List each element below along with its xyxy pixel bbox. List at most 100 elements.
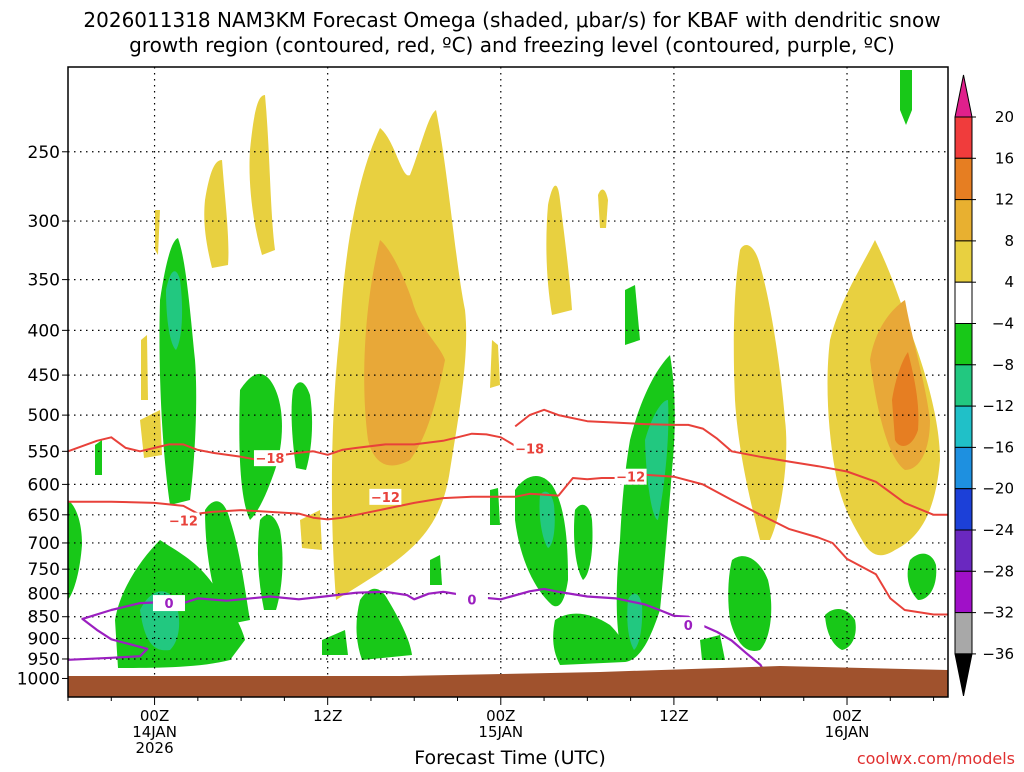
chart-title-line-1: 2026011318 NAM3KM Forecast Omega (shaded… [83,8,940,32]
omega-area-green [553,613,627,665]
omega-area-teal [539,491,555,548]
omega-area-orange [364,240,445,466]
omega-area-teal [645,400,669,520]
omega-area-yellow [204,160,229,268]
colorbar-label: −4 [992,315,1014,333]
omega-area-green [205,501,250,625]
omega-area-green [900,70,912,125]
dgz-contour-label-bg [253,450,286,467]
freezing-level-contour-label-bg [152,595,185,612]
omega-area-green [728,556,772,651]
colorbar-segment [954,612,973,655]
freezing-level-contour [68,587,769,680]
freezing-level-contour-label: 0 [684,619,693,634]
colorbar-segment [954,157,973,201]
y-tick-label: 350 [28,271,60,291]
omega-area-yellow [546,185,572,315]
dgz-contour-label-bg [614,468,647,485]
freezing-level-contour-label-bg [455,591,488,608]
omega-area-green [257,514,283,610]
omega-area-green [430,555,442,585]
freezing-level-contour-label: 0 [164,597,173,612]
colorbar-label: −16 [982,438,1014,456]
colorbar-segment [954,446,973,490]
colorbar-label: 4 [1004,273,1014,291]
dgz-contour-label: −18 [255,452,284,467]
omega-area-yellow [598,189,608,228]
colorbar-segment [954,116,973,159]
y-tick-label: 500 [28,406,60,426]
omega-area-yellow [733,245,787,540]
colorbar-top-triangle [954,74,973,118]
colorbar-label: 20 [995,108,1014,126]
colorbar-segment [954,488,973,531]
dgz-contour-label-bg [513,440,546,457]
plot-frame [67,66,949,698]
omega-area-yellow [141,335,148,400]
omega-area-green [490,488,500,525]
colorbar-label: 8 [1004,232,1014,250]
x-tick-label: 14JAN [132,723,177,741]
x-axis-title: Forecast Time (UTC) [414,747,605,768]
colorbar-label: 12 [995,191,1014,209]
chart-contours: −18 −18 −12 −12 −12 0 0 0 [68,408,948,680]
colorbar-label: −36 [982,645,1014,663]
omega-area-green [239,373,282,520]
y-tick-label: 450 [28,366,60,386]
dgz-contour-label-bg [167,512,200,529]
omega-area-green [356,588,412,660]
freezing-level-contour-label-bg [672,617,705,634]
dgz-contour-label: −18 [515,443,544,458]
y-tick-label: 250 [28,143,60,163]
x-tick-label: 00Z [140,707,169,725]
omega-area-green [700,635,725,660]
y-axis: 2503003504004505005506006507007508008509… [17,143,68,689]
colorbar-label: −32 [982,604,1014,622]
y-tick-label: 700 [28,534,60,554]
y-tick-label: 550 [28,442,60,462]
omega-area-yellow [490,340,500,388]
y-tick-label: 300 [28,212,60,232]
omega-area-yellow [140,410,162,458]
colorbar-label: −12 [982,397,1014,415]
y-tick-label: 400 [28,321,60,341]
omega-area-green [291,382,313,470]
dgz-contour-label: −12 [616,471,645,486]
omega-area-darkorange [892,352,919,446]
colorbar-segment [954,281,973,325]
omega-negative-areas [68,70,937,668]
y-tick-label: 850 [28,608,60,628]
chart-title-line-2: growth region (contoured, red, ºC) and f… [129,33,895,57]
dgz-contour-label-bg [369,488,402,505]
x-tick-label: 15JAN [478,723,523,741]
omega-area-teal [627,593,643,650]
colorbar-segment [954,364,973,407]
colorbar-segment [954,323,973,366]
omega-area-yellow [300,510,322,550]
y-tick-label: 750 [28,560,60,580]
freezing-level-contour-label: 0 [467,593,476,608]
omega-area-green [907,553,937,600]
omega-area-green [625,285,640,345]
colorbar-label: −8 [992,356,1014,374]
colorbar-segment [954,240,973,283]
y-tick-label: 650 [28,506,60,526]
chart-grid [68,67,948,697]
omega-area-green [68,500,82,600]
y-tick-label: 600 [28,475,60,495]
x-tick-label: 00Z [486,707,515,725]
colorbar-label: −20 [982,480,1014,498]
colorbar-segment [954,199,973,242]
omega-area-green [322,630,348,655]
dgz-contour [68,473,948,616]
colorbar-bottom-triangle [954,653,973,696]
colorbar-segment [954,570,973,614]
omega-positive-areas [140,95,940,600]
colorbar: 20 16 12 8 4 −4 −8 −12 −16 −20 −24 −28 −32 −36 [954,74,1014,696]
y-tick-label: 900 [28,629,60,649]
x-tick-label: 12Z [313,707,342,725]
colorbar-label: −24 [982,521,1014,539]
